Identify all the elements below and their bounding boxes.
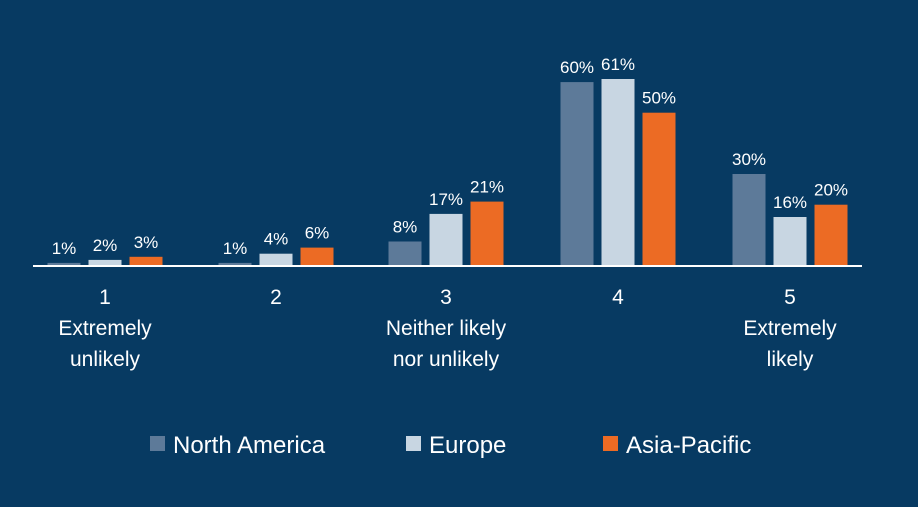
bars-layer <box>47 79 848 266</box>
legend-label: Asia-Pacific <box>626 432 751 459</box>
bar-north-america-3 <box>388 241 422 266</box>
bar-europe-5 <box>773 217 807 266</box>
category-label: unlikely <box>70 348 141 371</box>
data-label: 61% <box>601 55 635 74</box>
category-label: nor unlikely <box>393 348 500 371</box>
bar-europe-3 <box>429 213 463 266</box>
category-label: 3 <box>440 286 452 309</box>
bar-asia-pacific-5 <box>814 204 848 266</box>
data-label: 17% <box>429 190 463 209</box>
bar-europe-4 <box>601 79 635 266</box>
bar-north-america-4 <box>560 82 594 266</box>
legend-item: Asia-Pacific <box>603 432 751 459</box>
data-label: 8% <box>393 218 418 237</box>
legend: North America Europe Asia-Pacific <box>150 432 751 459</box>
data-label: 21% <box>470 178 504 197</box>
bar-north-america-1 <box>47 262 81 266</box>
legend-swatch <box>406 436 421 451</box>
bar-asia-pacific-3 <box>470 201 504 266</box>
legend-swatch <box>603 436 618 451</box>
data-label: 3% <box>134 233 159 252</box>
legend-item: North America <box>150 432 326 459</box>
bar-europe-2 <box>259 253 293 266</box>
bar-asia-pacific-2 <box>300 247 334 266</box>
category-label: 4 <box>612 286 624 309</box>
labels-layer: 1% 2% 3% 1% 4% 6% 8% 17% 21% 60% 61% 50% 30% 16% 20% <box>52 55 848 258</box>
bar-asia-pacific-1 <box>129 256 163 266</box>
data-label: 60% <box>560 58 594 77</box>
category-label: 1 <box>99 286 111 309</box>
category-label: Extremely <box>58 317 152 340</box>
legend-label: North America <box>173 432 326 459</box>
data-label: 16% <box>773 193 807 212</box>
category-label: 2 <box>270 286 282 309</box>
legend-label: Europe <box>429 432 506 459</box>
category-label: Neither likely <box>386 317 507 340</box>
legend-swatch <box>150 436 165 451</box>
data-label: 1% <box>52 239 77 258</box>
data-label: 30% <box>732 150 766 169</box>
bar-north-america-2 <box>218 262 252 266</box>
data-label: 1% <box>223 239 248 258</box>
data-label: 6% <box>305 224 330 243</box>
bar-asia-pacific-4 <box>642 112 676 266</box>
bar-europe-1 <box>88 259 122 266</box>
category-label: likely <box>767 348 814 371</box>
data-label: 20% <box>814 181 848 200</box>
category-label: Extremely <box>743 317 837 340</box>
data-label: 4% <box>264 230 289 249</box>
data-label: 50% <box>642 89 676 108</box>
bar-north-america-5 <box>732 174 766 266</box>
category-label: 5 <box>784 286 796 309</box>
category-labels: 1 Extremely unlikely 2 3 Neither likely nor un… <box>58 286 837 371</box>
data-label: 2% <box>93 236 118 255</box>
legend-item: Europe <box>406 432 506 459</box>
